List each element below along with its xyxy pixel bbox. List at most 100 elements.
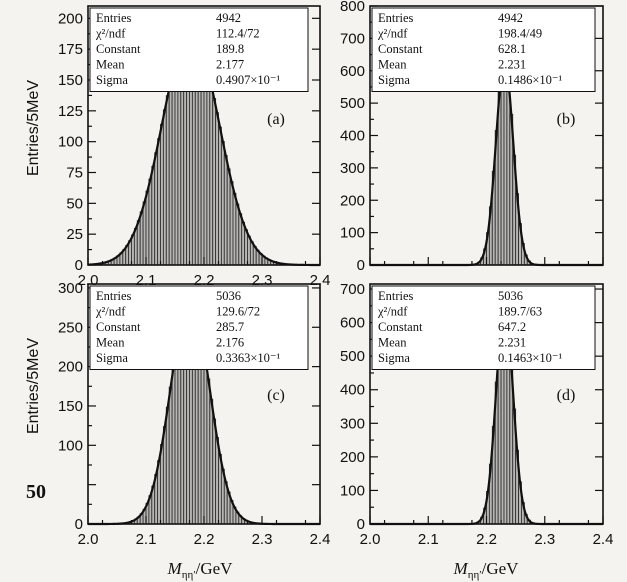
y-tick-label: 800: [340, 0, 365, 15]
stats-label: Constant: [378, 42, 423, 56]
x-tick-label: 2.4: [593, 531, 614, 548]
stats-value: 112.4/72: [216, 27, 260, 41]
y-tick-label: 100: [58, 134, 83, 151]
y-tick-label: 200: [340, 192, 365, 209]
y-tick-label: 175: [58, 41, 83, 58]
stats-label: Mean: [96, 58, 125, 72]
stats-value: 2.177: [216, 58, 244, 72]
stats-label: Entries: [378, 11, 414, 25]
stray-number: 50: [26, 481, 46, 503]
stats-label: Sigma: [378, 351, 410, 365]
panels-group: 0 25 50 75 100 125 150 175 200 2.0 2.1 2.2 2.3 2.4 Ent…: [58, 0, 613, 548]
x-axis-subscript-left: ηη′: [182, 569, 196, 581]
y-tick-label: 0: [357, 257, 365, 274]
stats-value: 285.7: [216, 320, 244, 334]
y-tick-label: 75: [66, 165, 83, 182]
y-tick-label: 400: [340, 382, 365, 399]
y-tick-label: 25: [66, 226, 83, 243]
y-tick-label: 100: [340, 482, 365, 499]
stats-value: 0.4907×10⁻¹: [216, 73, 281, 87]
y-tick-label: 200: [340, 449, 365, 466]
y-axis-label-top: Entries/5MeV: [25, 80, 42, 176]
y-tick-label: 600: [340, 315, 365, 332]
stats-label: Mean: [378, 58, 407, 72]
y-tick-label: 150: [58, 398, 83, 415]
x-axis-label-left: Mηη′/GeV: [167, 559, 234, 581]
stats-value: 5036: [216, 289, 241, 303]
stats-value: 198.4/49: [498, 27, 542, 41]
panel-label: (b): [557, 111, 576, 128]
y-tick-label: 150: [58, 72, 83, 89]
panel-c: 0 100 150 200 250 300 2.0 2.1 2.2 2.3 2.4 Entries 50…: [58, 280, 330, 548]
y-tick-label: 0: [357, 516, 365, 533]
x-tick-label: 2.4: [310, 531, 331, 548]
stats-box: [371, 7, 596, 92]
stats-value: 647.2: [498, 320, 526, 334]
stats-box: [89, 7, 309, 92]
y-tick-label: 50: [66, 195, 83, 212]
panel-d: 0 100 200 300 400 500 600 700 2.0 2.1 2.2 2.3 2.4 Ent…: [340, 281, 613, 548]
stats-label: χ²/ndf: [377, 305, 408, 319]
stats-value: 189.7/63: [498, 305, 542, 319]
x-tick-label: 2.1: [418, 531, 439, 548]
panel-label: (a): [267, 111, 285, 128]
stats-label: Constant: [378, 320, 423, 334]
stats-label: Constant: [96, 320, 141, 334]
stats-label: Entries: [96, 11, 132, 25]
x-tick-label: 2.0: [78, 531, 99, 548]
x-tick-label: 2.2: [476, 531, 497, 548]
x-tick-label: 2.3: [534, 531, 555, 548]
y-tick-label: 100: [58, 437, 83, 454]
stats-box: [89, 285, 309, 370]
stats-value: 4942: [216, 11, 241, 25]
y-tick-label: 300: [340, 415, 365, 432]
panel-label: (c): [267, 387, 285, 404]
x-axis-subscript-right: ηη′: [468, 569, 482, 581]
stats-value: 2.231: [498, 58, 526, 72]
y-tick-label: 200: [58, 359, 83, 376]
stats-value: 0.1486×10⁻¹: [498, 73, 563, 87]
x-tick-label: 2.2: [194, 531, 215, 548]
stats-label: Sigma: [378, 73, 410, 87]
stats-value: 4942: [498, 11, 523, 25]
stats-value: 5036: [498, 289, 523, 303]
y-tick-label: 125: [58, 103, 83, 120]
stats-value: 0.1463×10⁻¹: [498, 351, 563, 365]
y-tick-label: 300: [340, 160, 365, 177]
y-tick-label: 0: [75, 257, 83, 274]
y-tick-label: 300: [58, 280, 83, 297]
y-tick-label: 400: [340, 128, 365, 145]
stats-label: χ²/ndf: [95, 305, 126, 319]
stats-label: Mean: [378, 336, 407, 350]
y-tick-label: 700: [340, 30, 365, 47]
stats-label: Entries: [96, 289, 132, 303]
panel-b: 0 100 200 300 400 500 600 700 800 Entries 4942 χ²/n…: [340, 0, 604, 274]
y-tick-label: 250: [58, 319, 83, 336]
stats-label: Constant: [96, 42, 141, 56]
stats-value: 0.3363×10⁻¹: [216, 351, 281, 365]
y-tick-label: 100: [340, 225, 365, 242]
stats-value: 2.176: [216, 336, 244, 350]
stats-label: Mean: [96, 336, 125, 350]
y-tick-label: 700: [340, 281, 365, 298]
stats-box: [371, 285, 596, 370]
y-tick-label: 0: [75, 516, 83, 533]
stats-label: Sigma: [96, 351, 128, 365]
y-tick-label: 500: [340, 95, 365, 112]
y-axis-label-bottom: Entries/5MeV: [25, 338, 42, 434]
x-tick-label: 2.1: [136, 531, 157, 548]
y-tick-label: 500: [340, 348, 365, 365]
y-tick-label: 200: [58, 10, 83, 27]
y-tick-label: 600: [340, 63, 365, 80]
stats-value: 189.8: [216, 42, 244, 56]
panel-label: (d): [557, 387, 576, 404]
stats-value: 2.231: [498, 336, 526, 350]
stats-label: χ²/ndf: [377, 27, 408, 41]
x-tick-label: 2.0: [360, 531, 381, 548]
stats-value: 628.1: [498, 42, 526, 56]
x-axis-label-right: Mηη′/GeV: [453, 559, 520, 581]
stats-value: 129.6/72: [216, 305, 260, 319]
stats-label: Sigma: [96, 73, 128, 87]
